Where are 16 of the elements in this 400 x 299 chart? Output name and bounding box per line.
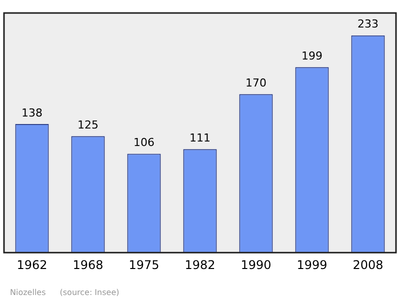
x-tick-label: 1982 <box>184 258 216 272</box>
data-label: 233 <box>358 18 378 31</box>
data-label: 111 <box>190 131 210 144</box>
data-label: 106 <box>134 136 154 150</box>
data-label: 199 <box>302 49 322 62</box>
data-label: 125 <box>78 118 98 132</box>
data-label: 170 <box>246 76 266 90</box>
text: Niozelles <box>10 288 46 297</box>
x-tick-label: 1962 <box>16 258 48 272</box>
x-tick-label: 1999 <box>296 258 328 272</box>
text: (source: Insee) <box>60 288 120 297</box>
data-label: 138 <box>22 106 42 120</box>
x-tick-label: 1968 <box>72 258 104 272</box>
x-tick-label: 1990 <box>240 258 272 272</box>
x-tick-label: 2008 <box>352 258 384 272</box>
x-tick-label: 1975 <box>128 258 160 272</box>
